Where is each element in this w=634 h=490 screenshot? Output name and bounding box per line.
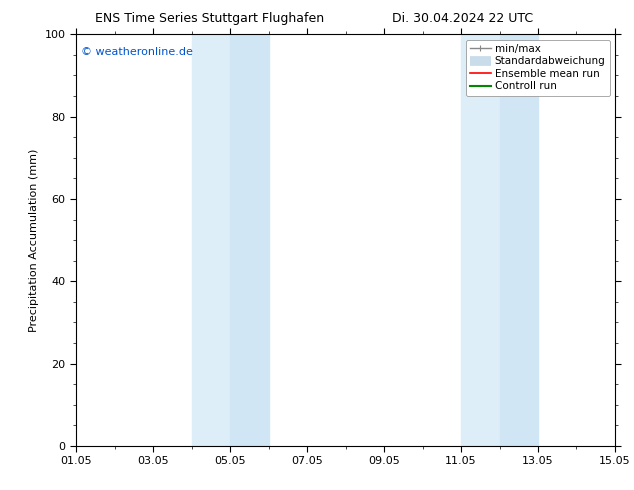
Bar bbox=[230, 34, 269, 446]
Text: © weatheronline.de: © weatheronline.de bbox=[81, 47, 193, 57]
Text: Di. 30.04.2024 22 UTC: Di. 30.04.2024 22 UTC bbox=[392, 12, 533, 25]
Bar bbox=[500, 34, 538, 446]
Text: ENS Time Series Stuttgart Flughafen: ENS Time Series Stuttgart Flughafen bbox=[94, 12, 324, 25]
Legend: min/max, Standardabweichung, Ensemble mean run, Controll run: min/max, Standardabweichung, Ensemble me… bbox=[466, 40, 610, 96]
Y-axis label: Precipitation Accumulation (mm): Precipitation Accumulation (mm) bbox=[29, 148, 39, 332]
Bar bbox=[461, 34, 500, 446]
Bar bbox=[191, 34, 230, 446]
